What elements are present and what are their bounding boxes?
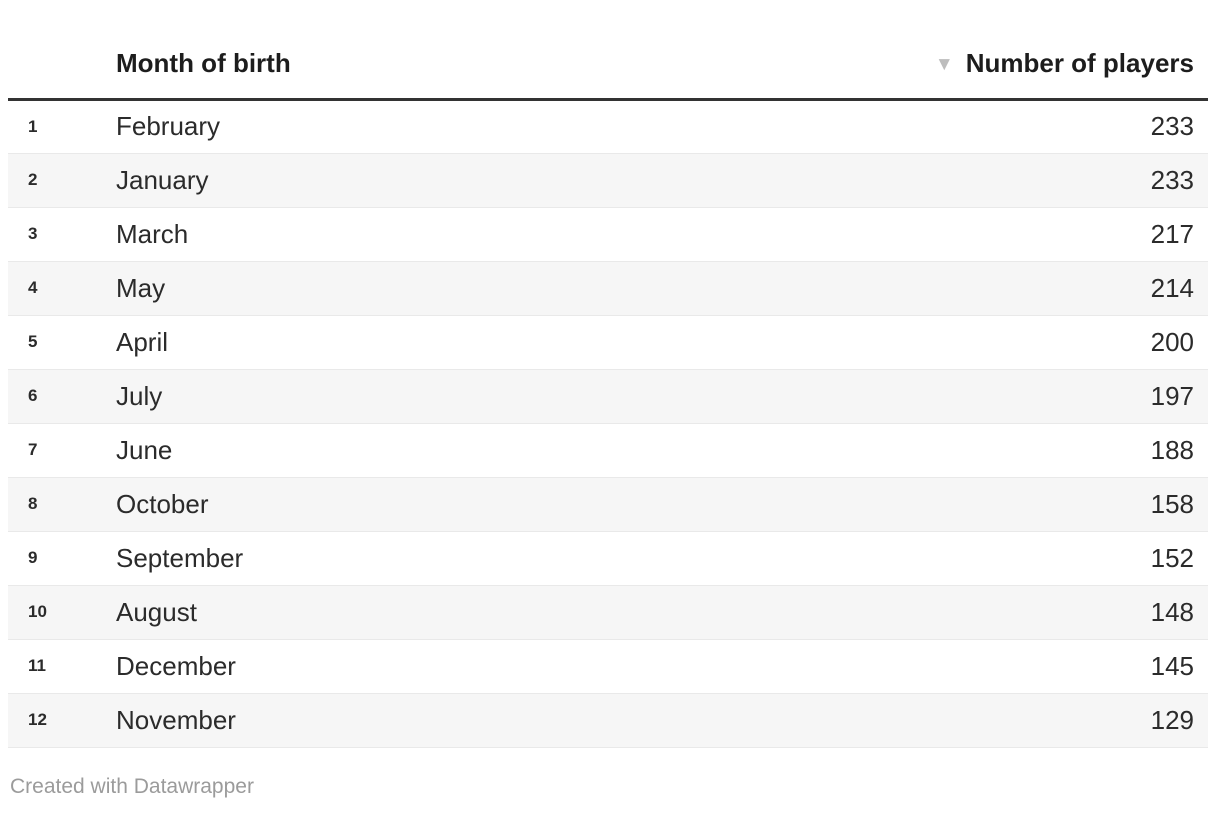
players-cell: 217 xyxy=(1150,218,1194,249)
players-cell: 152 xyxy=(1150,542,1194,573)
table-row: 4 May 214 xyxy=(8,261,1208,315)
month-cell: June xyxy=(116,434,173,465)
month-cell: September xyxy=(116,542,244,573)
row-rank-label: 3 xyxy=(28,224,38,243)
players-cell: 200 xyxy=(1150,326,1194,357)
players-cell: 148 xyxy=(1150,596,1194,627)
players-cell: 197 xyxy=(1150,380,1194,411)
data-table: Month of birth ▼ Number of players 1 Febr… xyxy=(8,29,1208,748)
row-rank-label: 5 xyxy=(28,332,38,351)
table-row: 1 February 233 xyxy=(8,99,1208,153)
row-rank-label: 11 xyxy=(28,656,46,675)
row-rank-label: 2 xyxy=(28,170,38,189)
table-body: 1 February 233 2 January 233 3 March 217… xyxy=(8,99,1208,747)
row-rank-label: 10 xyxy=(28,602,47,621)
table-row: 11 December 145 xyxy=(8,639,1208,693)
row-rank-label: 12 xyxy=(28,710,47,729)
month-cell: December xyxy=(116,650,236,681)
table-row: 7 June 188 xyxy=(8,423,1208,477)
header-row: Month of birth ▼ Number of players xyxy=(8,29,1208,99)
table-header: Month of birth ▼ Number of players xyxy=(8,29,1208,99)
datawrapper-attribution-link[interactable]: Created with Datawrapper xyxy=(10,774,254,798)
rank-column-header xyxy=(8,29,116,99)
players-cell: 214 xyxy=(1150,272,1194,303)
players-cell: 233 xyxy=(1150,111,1194,141)
table-row: 5 April 200 xyxy=(8,315,1208,369)
month-cell: April xyxy=(116,326,169,357)
players-column-header[interactable]: ▼ Number of players xyxy=(788,29,1208,99)
table-row: 12 November 129 xyxy=(8,693,1208,747)
sort-desc-icon: ▼ xyxy=(934,53,954,75)
month-column-header[interactable]: Month of birth xyxy=(116,47,291,78)
row-rank-label: 1 xyxy=(28,116,38,136)
month-cell: August xyxy=(116,596,197,627)
row-rank-label: 4 xyxy=(28,278,38,297)
row-rank-label: 8 xyxy=(28,494,38,513)
month-cell: November xyxy=(116,704,236,735)
table-row: 9 September 152 xyxy=(8,531,1208,585)
players-cell: 145 xyxy=(1150,650,1194,681)
month-cell: March xyxy=(116,218,189,249)
players-cell: 158 xyxy=(1150,488,1194,519)
month-cell: May xyxy=(116,272,166,303)
month-cell: January xyxy=(116,164,209,195)
players-cell: 188 xyxy=(1150,434,1194,465)
month-cell: July xyxy=(116,380,163,411)
row-rank-label: 9 xyxy=(28,548,38,567)
row-rank-label: 7 xyxy=(28,440,38,459)
table-row: 6 July 197 xyxy=(8,369,1208,423)
table-row: 10 August 148 xyxy=(8,585,1208,639)
table-row: 3 March 217 xyxy=(8,207,1208,261)
table-row: 2 January 233 xyxy=(8,153,1208,207)
row-rank-label: 6 xyxy=(28,386,38,405)
players-cell: 233 xyxy=(1150,164,1194,195)
players-column-label: Number of players xyxy=(965,47,1194,78)
table-row: 8 October 158 xyxy=(8,477,1208,531)
players-cell: 129 xyxy=(1150,704,1194,735)
month-cell: February xyxy=(116,111,221,141)
month-cell: October xyxy=(116,488,209,519)
